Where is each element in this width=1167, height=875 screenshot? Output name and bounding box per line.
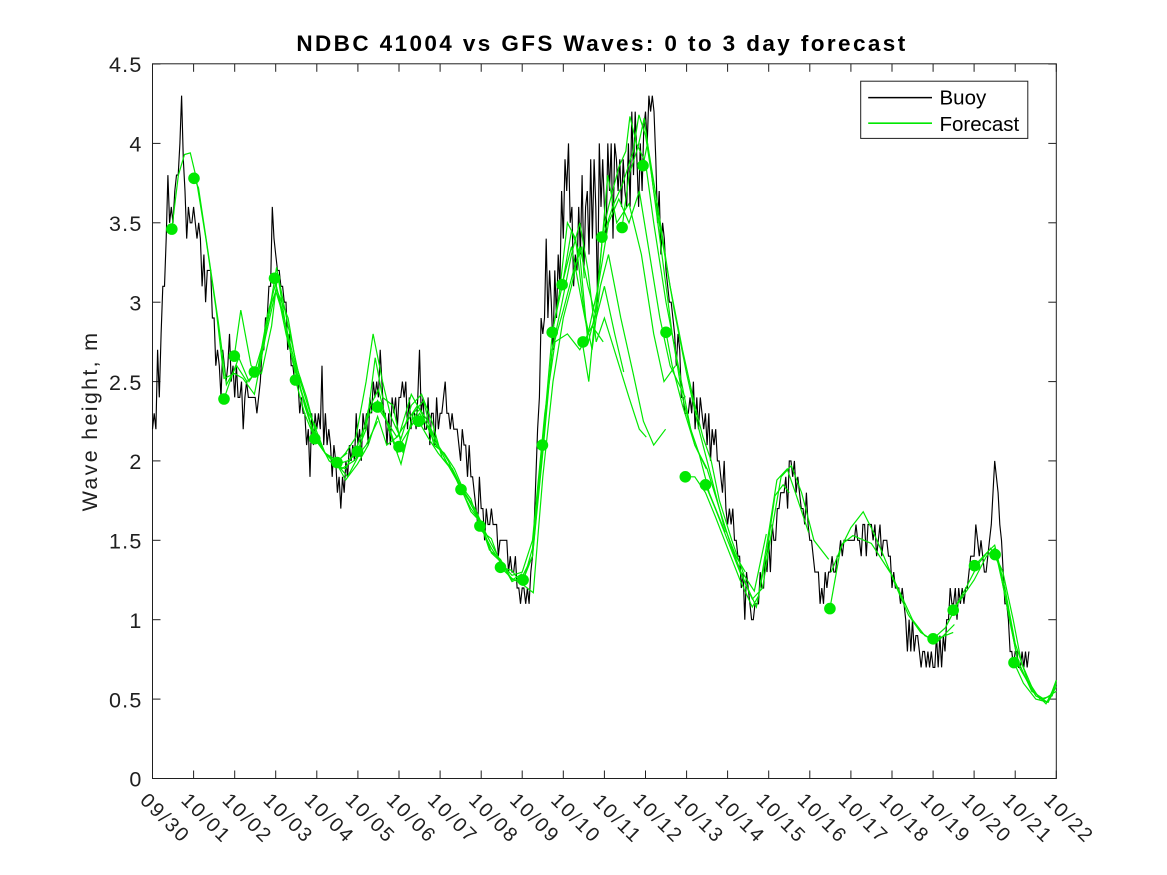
svg-text:Forecast: Forecast <box>940 113 1020 136</box>
svg-text:Buoy: Buoy <box>940 87 987 110</box>
svg-text:2.5: 2.5 <box>109 371 143 395</box>
svg-text:1: 1 <box>129 609 142 633</box>
svg-text:4: 4 <box>129 133 142 157</box>
svg-text:2: 2 <box>129 450 142 474</box>
svg-text:3.5: 3.5 <box>109 212 143 236</box>
svg-text:0: 0 <box>129 768 142 792</box>
svg-text:NDBC 41004 vs GFS Waves: 0 to: NDBC 41004 vs GFS Waves: 0 to 3 day fore… <box>296 31 907 56</box>
svg-text:1.5: 1.5 <box>109 530 143 554</box>
svg-text:3: 3 <box>129 291 142 315</box>
svg-text:0.5: 0.5 <box>109 688 143 712</box>
svg-text:Wave height, m: Wave height, m <box>78 331 102 512</box>
svg-text:4.5: 4.5 <box>109 53 143 77</box>
